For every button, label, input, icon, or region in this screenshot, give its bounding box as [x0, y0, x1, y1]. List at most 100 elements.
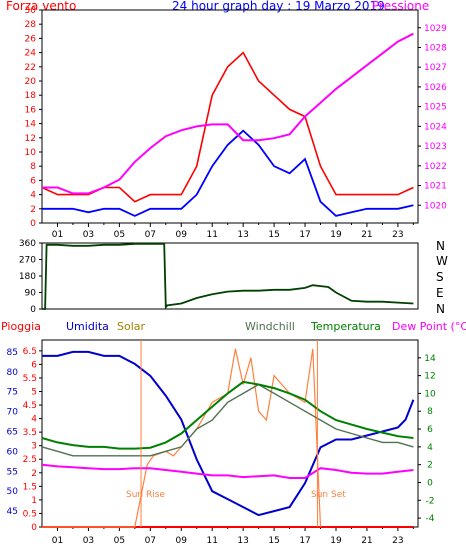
y-right-tick-label: 1028 [424, 43, 447, 53]
x-tick-label: 17 [299, 230, 310, 240]
x-tick-label: 13 [237, 536, 248, 546]
series-wind-direction [42, 242, 414, 310]
y-left-tick-label: 2 [30, 205, 36, 215]
y-dir-tick-label: 180 [19, 272, 36, 282]
y-dir-tick-label: 90 [25, 289, 37, 299]
x-tick-label: 11 [206, 536, 217, 546]
y-rain-tick-label: 4 [31, 415, 37, 425]
series-wind-avg [42, 129, 414, 217]
x-tick-label: 15 [268, 536, 279, 546]
series-solar [42, 348, 322, 528]
x-tick-label: 07 [145, 230, 156, 240]
y-rain-tick-label: 6.5 [23, 347, 37, 357]
y-left-tick-label: 12 [25, 134, 36, 144]
y-humidity-tick-label: 80 [7, 368, 19, 378]
y-temp-tick-label: 10 [424, 389, 436, 399]
y-temp-tick-label: 8 [427, 407, 433, 417]
series-pressure [42, 32, 414, 195]
x-tick-label: 09 [176, 230, 188, 240]
y-rain-tick-label: 1 [31, 496, 37, 506]
y-right-tick-label: 1022 [424, 162, 447, 172]
y-temp-tick-label: -4 [426, 514, 435, 524]
y-left-tick-label: 16 [25, 105, 37, 115]
y-right-tick-label: 1024 [424, 122, 447, 132]
y-left-tick-label: 20 [25, 77, 37, 87]
y-left-tick-label: 22 [25, 63, 36, 73]
y-rain-tick-label: 5.5 [23, 374, 37, 384]
y-humidity-tick-label: 55 [7, 467, 18, 477]
y-left-tick-label: 4 [30, 191, 36, 201]
x-tick-label: 21 [361, 536, 372, 546]
y-dir-tick-label: 360 [19, 239, 36, 249]
legend-umidita: Umidita [66, 320, 109, 333]
y-left-tick-label: 28 [25, 20, 37, 30]
y-dir-tick-label: 0 [30, 305, 36, 315]
y-rain-tick-label: 3 [31, 442, 37, 452]
y-rain-tick-label: 4.5 [23, 401, 37, 411]
sunrise-label: Sun Rise [126, 490, 165, 500]
y-left-tick-label: 8 [30, 162, 36, 172]
y-dir-tick-label: 270 [19, 256, 36, 266]
y-humidity-tick-label: 60 [7, 447, 19, 457]
x-tick-label: 03 [83, 230, 94, 240]
x-tick-label: 13 [237, 230, 248, 240]
y-left-tick-label: 24 [25, 49, 37, 59]
y-rain-tick-label: 5 [31, 387, 37, 397]
x-tick-label: 05 [114, 536, 125, 546]
y-rain-tick-label: 2 [31, 469, 37, 479]
legend-pioggia: Pioggia [1, 320, 41, 333]
x-tick-label: 19 [330, 536, 342, 546]
y-right-tick-label: 1029 [424, 24, 447, 34]
y-temp-tick-label: 0 [427, 478, 433, 488]
y-rain-tick-label: 6 [31, 360, 37, 370]
y-right-tick-label: 1020 [424, 201, 447, 211]
y-left-tick-label: 26 [25, 34, 37, 44]
x-tick-label: 05 [114, 230, 125, 240]
legend-solar: Solar [117, 320, 146, 333]
y-left-tick-label: 18 [25, 91, 37, 101]
x-tick-label: 23 [392, 536, 403, 546]
y-temp-tick-label: 12 [424, 372, 435, 382]
y-temp-tick-label: 4 [427, 443, 433, 453]
x-tick-label: 07 [145, 536, 156, 546]
y-humidity-tick-label: 85 [7, 348, 18, 358]
y-rain-tick-label: 0.5 [23, 509, 37, 519]
y-humidity-tick-label: 45 [7, 507, 18, 517]
x-tick-label: 15 [268, 230, 279, 240]
y-temp-tick-label: 14 [424, 354, 436, 364]
series-umidita [42, 350, 415, 517]
legend-windchill: Windchill [245, 320, 295, 333]
y-humidity-tick-label: 75 [7, 388, 18, 398]
y-temp-tick-label: -2 [426, 496, 435, 506]
y-temp-tick-label: 2 [427, 461, 433, 471]
compass-e: E [436, 286, 444, 300]
y-rain-tick-label: 0 [31, 523, 37, 533]
x-tick-label: 01 [52, 536, 63, 546]
compass-w: W [436, 254, 448, 268]
y-humidity-tick-label: 50 [7, 487, 19, 497]
series-dewpoint [41, 463, 414, 479]
series-temperatura [41, 380, 414, 450]
x-tick-label: 17 [299, 536, 310, 546]
legend-temperatura: Temperatura [311, 320, 381, 333]
y-right-tick-label: 1027 [424, 63, 447, 73]
wind-direction-panel [41, 242, 419, 310]
x-tick-label: 03 [83, 536, 94, 546]
series-windchill [41, 383, 414, 457]
y-left-tick-label: 30 [25, 6, 37, 16]
y-humidity-tick-label: 65 [7, 428, 18, 438]
compass-s: S [436, 270, 444, 284]
y-rain-tick-label: 3.5 [23, 428, 37, 438]
y-right-tick-label: 1023 [424, 142, 447, 152]
sunset-label: Sun Set [311, 490, 346, 500]
y-temp-tick-label: 6 [427, 425, 433, 435]
compass-n-top: N [436, 239, 445, 253]
x-tick-label: 21 [361, 230, 372, 240]
y-right-tick-label: 1021 [424, 182, 447, 192]
compass-n-bottom: N [436, 302, 445, 316]
y-humidity-tick-label: 70 [7, 408, 19, 418]
y-left-tick-label: 10 [25, 148, 37, 158]
x-tick-label: 09 [176, 536, 188, 546]
y-rain-tick-label: 2.5 [23, 455, 37, 465]
